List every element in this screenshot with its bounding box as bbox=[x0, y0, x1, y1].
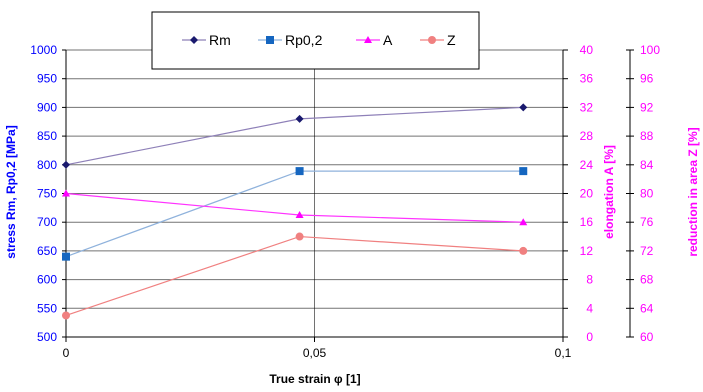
left-tick-label: 550 bbox=[37, 301, 57, 315]
elongation-tick-label: 28 bbox=[580, 129, 594, 143]
legend-label-a: A bbox=[383, 32, 393, 48]
reduction-tick-label: 76 bbox=[640, 215, 654, 229]
reduction-tick-label: 72 bbox=[640, 244, 654, 258]
reduction-tick-label: 100 bbox=[640, 43, 660, 57]
legend-entry-rp0-2: Rp0,2 bbox=[258, 32, 323, 48]
legend-marker-z bbox=[428, 36, 436, 44]
elongation-tick-label: 12 bbox=[580, 244, 594, 258]
legend-label-rp0-2: Rp0,2 bbox=[285, 32, 323, 48]
series-line-z bbox=[65, 235, 524, 317]
series-group bbox=[62, 103, 528, 320]
x-tick-label: 0 bbox=[63, 346, 70, 360]
series-line-a bbox=[65, 192, 524, 223]
right-axis-reduction-ticks: 60 64 68 72 76 80 84 88 92 96 100 bbox=[626, 43, 660, 344]
legend-marker-rm bbox=[190, 36, 198, 44]
grid-lines bbox=[66, 49, 563, 338]
series-point-rm bbox=[295, 114, 304, 123]
legend-marker-a bbox=[364, 36, 372, 43]
series-line-rp0-2 bbox=[65, 170, 524, 258]
series-point-rm bbox=[62, 160, 70, 169]
elongation-tick-label: 24 bbox=[580, 158, 594, 172]
series-rp0-2 bbox=[62, 167, 528, 261]
reduction-tick-label: 60 bbox=[640, 330, 654, 344]
left-tick-label: 800 bbox=[37, 158, 57, 172]
elongation-tick-label: 0 bbox=[586, 330, 593, 344]
reduction-tick-label: 84 bbox=[640, 158, 654, 172]
series-point-rp0-2 bbox=[295, 167, 304, 176]
elongation-tick-label: 36 bbox=[580, 72, 594, 86]
elongation-tick-label: 16 bbox=[580, 215, 594, 229]
series-point-a bbox=[519, 218, 528, 226]
series-point-z bbox=[295, 232, 304, 241]
left-tick-label: 750 bbox=[37, 187, 57, 201]
right-axis-reduction-title: reduction in area Z [%] bbox=[686, 127, 700, 256]
legend: Rm Rp0,2 A Z bbox=[151, 11, 480, 70]
left-axis-title: stress Rm, Rp0,2 [MPa] bbox=[4, 125, 18, 258]
series-z bbox=[62, 232, 528, 320]
series-point-rp0-2 bbox=[62, 252, 70, 261]
elongation-tick-label: 4 bbox=[586, 301, 593, 315]
left-tick-label: 950 bbox=[37, 72, 57, 86]
elongation-tick-label: 40 bbox=[580, 43, 594, 57]
series-a bbox=[62, 189, 528, 226]
reduction-tick-label: 88 bbox=[640, 129, 654, 143]
series-point-rp0-2 bbox=[519, 167, 528, 176]
legend-marker-rp0-2 bbox=[266, 36, 274, 44]
left-tick-label: 700 bbox=[37, 215, 57, 229]
x-axis-title: True strain φ [1] bbox=[269, 372, 360, 386]
series-point-z bbox=[519, 246, 528, 255]
series-point-a bbox=[295, 211, 304, 219]
left-tick-label: 1000 bbox=[30, 43, 57, 57]
reduction-tick-label: 92 bbox=[640, 100, 654, 114]
legend-entry-rm: Rm bbox=[182, 32, 231, 48]
reduction-tick-label: 64 bbox=[640, 301, 654, 315]
reduction-tick-label: 80 bbox=[640, 187, 654, 201]
series-point-a bbox=[62, 189, 70, 197]
legend-items: Rm Rp0,2 A Z bbox=[182, 32, 456, 48]
elongation-tick-label: 20 bbox=[580, 187, 594, 201]
series-point-z bbox=[62, 311, 70, 320]
elongation-tick-label: 8 bbox=[586, 273, 593, 287]
left-tick-label: 850 bbox=[37, 129, 57, 143]
legend-label-z: Z bbox=[447, 32, 456, 48]
reduction-tick-label: 68 bbox=[640, 273, 654, 287]
series-rm bbox=[62, 103, 528, 169]
legend-entry-a: A bbox=[356, 32, 393, 48]
right-axis-elongation-ticks: 0 4 8 12 16 20 24 28 32 36 40 bbox=[563, 43, 593, 344]
x-axis-ticks: 0 0,05 0,1 bbox=[63, 337, 572, 360]
elongation-tick-label: 32 bbox=[580, 100, 594, 114]
left-tick-label: 600 bbox=[37, 273, 57, 287]
x-tick-label: 0,1 bbox=[555, 346, 572, 360]
left-tick-label: 650 bbox=[37, 244, 57, 258]
reduction-tick-label: 96 bbox=[640, 72, 654, 86]
x-tick-label: 0,05 bbox=[303, 346, 327, 360]
legend-label-rm: Rm bbox=[209, 32, 231, 48]
right-axis-elongation-title: elongation A [%] bbox=[602, 145, 616, 239]
series-point-rm bbox=[519, 103, 528, 112]
left-tick-label: 900 bbox=[37, 100, 57, 114]
left-axis-ticks: 500 550 600 650 700 750 800 850 900 950 1000 bbox=[30, 43, 66, 344]
legend-entry-z: Z bbox=[420, 32, 456, 48]
left-tick-label: 500 bbox=[37, 330, 57, 344]
